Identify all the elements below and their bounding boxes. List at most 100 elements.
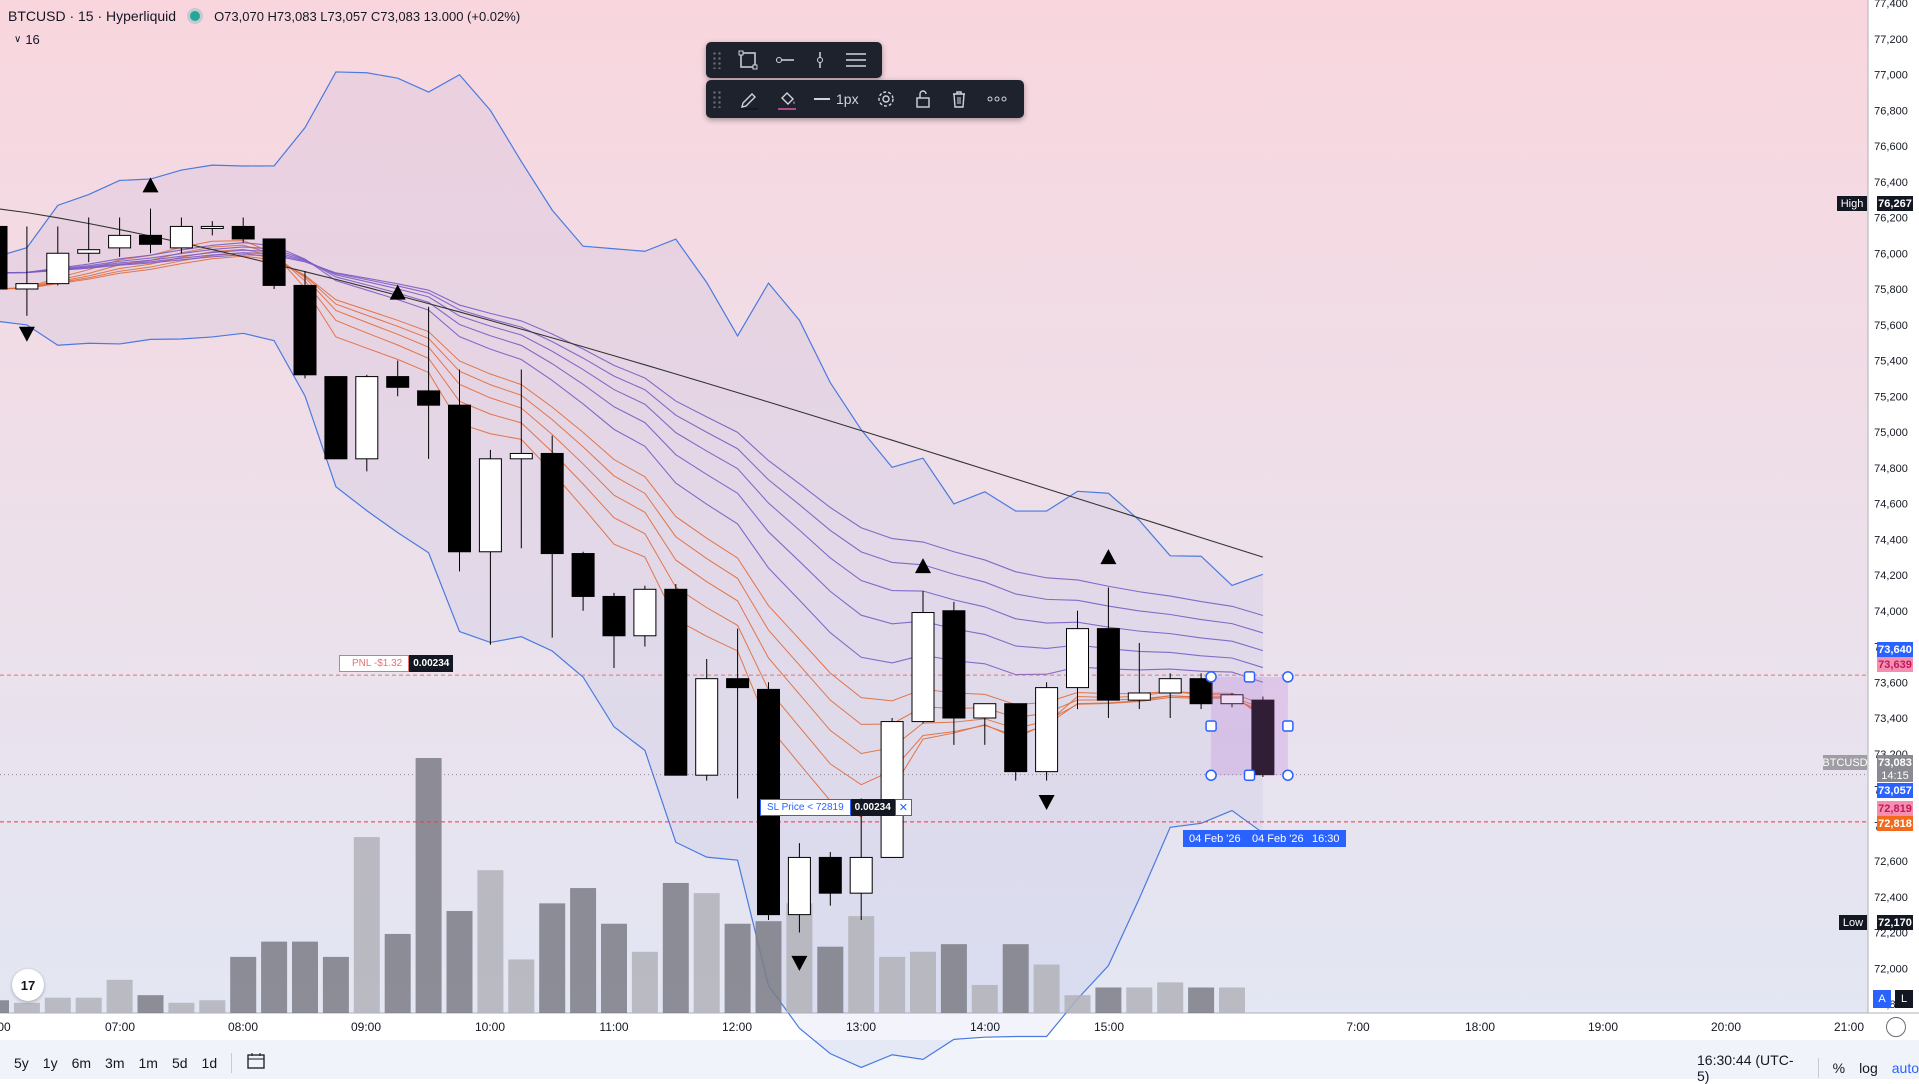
buy-signal-arrow (142, 177, 159, 193)
candle-body (1035, 687, 1059, 773)
time-tick-label: 21:00 (1834, 1020, 1864, 1034)
calendar-icon[interactable] (246, 1052, 266, 1073)
range-3m[interactable]: 3m (105, 1054, 125, 1071)
price-tick-label: 77,400 (1874, 0, 1908, 10)
chevron-down-icon: ∨ (14, 34, 22, 45)
candle-body (293, 284, 317, 376)
order-line-value: 73,057 (1877, 783, 1913, 798)
range-5d[interactable]: 5d (171, 1054, 188, 1071)
log-toggle[interactable]: log (1859, 1060, 1878, 1076)
last-price-value: 73,083 (1877, 755, 1913, 770)
time-tick-label: 10:00 (475, 1020, 505, 1034)
drawing-toolbar-row2: 1px (706, 80, 1024, 118)
candle-body (942, 610, 966, 719)
pencil-color-icon[interactable] (730, 81, 768, 117)
divider (231, 1052, 233, 1073)
time-tick-label: 14:00 (970, 1020, 1000, 1034)
pnl-line-value-2: 73,639 (1877, 657, 1913, 672)
volume-bars (0, 758, 1245, 1013)
drag-handle-icon[interactable] (712, 51, 722, 69)
symbol-tag: BTCUSD (1822, 755, 1868, 770)
price-tick-label: 75,600 (1874, 320, 1908, 332)
ema-purple-line (0, 242, 1264, 683)
volume-bar (1033, 964, 1060, 1013)
time-tick-label: 19:00 (1588, 1020, 1618, 1034)
candle-body (695, 678, 719, 776)
auto-scale-a-button[interactable]: A (1873, 990, 1891, 1008)
sell-signal-arrow (1038, 795, 1055, 811)
time-tick-label: 15:00 (1094, 1020, 1124, 1034)
more-options-icon[interactable] (977, 81, 1017, 117)
time-tick-label: 00 (0, 1020, 11, 1034)
volume-bar (44, 997, 71, 1013)
selected-rectangle-drawing[interactable] (1205, 671, 1294, 781)
auto-toggle[interactable]: auto (1891, 1060, 1919, 1076)
sl-qty: 0.00234 (850, 799, 895, 816)
range-6m[interactable]: 6m (71, 1054, 92, 1071)
low-value: 72,170 (1877, 915, 1913, 930)
percent-toggle[interactable]: % (1832, 1060, 1846, 1076)
drag-handle-icon[interactable] (712, 90, 722, 108)
trash-icon[interactable] (941, 81, 977, 117)
candle-body (726, 678, 750, 689)
range-1d[interactable]: 1d (201, 1054, 218, 1071)
rectangle-handle (1205, 769, 1217, 781)
close-icon[interactable]: ✕ (894, 799, 912, 816)
candle-body (108, 234, 132, 249)
candle-body (880, 721, 904, 858)
drawing-toolbar-row1 (706, 42, 882, 78)
candle-body (417, 390, 441, 406)
candle-body (231, 225, 255, 240)
menu-lines-icon[interactable] (836, 42, 876, 78)
rectangle-handle (1282, 720, 1294, 732)
unlock-icon[interactable] (905, 81, 941, 117)
fill-bucket-icon[interactable] (768, 81, 806, 117)
ema-purple-line (0, 246, 1264, 669)
rectangle-fill (1211, 676, 1288, 776)
sl-line-value: 72,819 (1877, 801, 1913, 816)
volume-bar (199, 1000, 226, 1013)
sell-signal-arrow (791, 955, 808, 971)
clock-time[interactable]: 16:30:44 (UTC-5) (1697, 1052, 1794, 1084)
volume-bar (1126, 987, 1153, 1013)
rectangle-icon[interactable] (730, 42, 766, 78)
range-1m[interactable]: 1m (138, 1054, 158, 1071)
time-badge-time: 16:30 (1306, 830, 1346, 847)
horizontal-ray-icon[interactable] (766, 42, 804, 78)
volume-bar (910, 951, 936, 1013)
countdown-value: 14:15 (1877, 769, 1913, 782)
price-tick-label: 74,600 (1874, 499, 1908, 511)
range-buttons: 5y 1y 6m 3m 1m 5d 1d (14, 1052, 266, 1073)
divider (1817, 1058, 1819, 1078)
candle-body (1251, 699, 1275, 776)
rectangle-handle (1282, 671, 1294, 683)
volume-bar (322, 956, 349, 1013)
chart-background (0, 0, 1868, 1013)
price-tick-label: 72,600 (1874, 856, 1908, 868)
settings-gear-icon[interactable] (867, 81, 905, 117)
candle-body (509, 452, 533, 460)
auto-scale-l-button[interactable]: L (1895, 990, 1913, 1008)
stop-loss-order-label[interactable]: SL Price < 72819 0.00234 ✕ (760, 799, 912, 816)
candle-body (0, 225, 8, 290)
line-width-button[interactable]: 1px (806, 81, 867, 117)
tradingview-logo-icon[interactable]: 17 (12, 969, 44, 1001)
volume-bar (1219, 987, 1245, 1013)
vertical-line-icon[interactable] (804, 42, 836, 78)
sl-line-value-2: 72,818 (1877, 816, 1913, 831)
candle-body (1189, 678, 1213, 705)
candle-body (355, 376, 379, 460)
indicators-collapse-toggle[interactable]: ∨ 16 (10, 30, 44, 49)
price-axis-background (1868, 0, 1919, 1013)
volume-bar (353, 837, 380, 1013)
range-5y[interactable]: 5y (14, 1054, 29, 1071)
time-axis-settings-icon[interactable] (1886, 1017, 1906, 1037)
range-1y[interactable]: 1y (42, 1054, 58, 1071)
pnl-line-value: 73,640 (1877, 642, 1913, 657)
volume-bar (106, 979, 133, 1013)
ema-purple-line (0, 254, 1264, 617)
volume-bar (693, 893, 720, 1013)
pnl-order-label[interactable]: PNL -$1.32 0.00234 (339, 655, 454, 672)
symbol-title[interactable]: BTCUSD · 15 · Hyperliquid (8, 8, 177, 24)
